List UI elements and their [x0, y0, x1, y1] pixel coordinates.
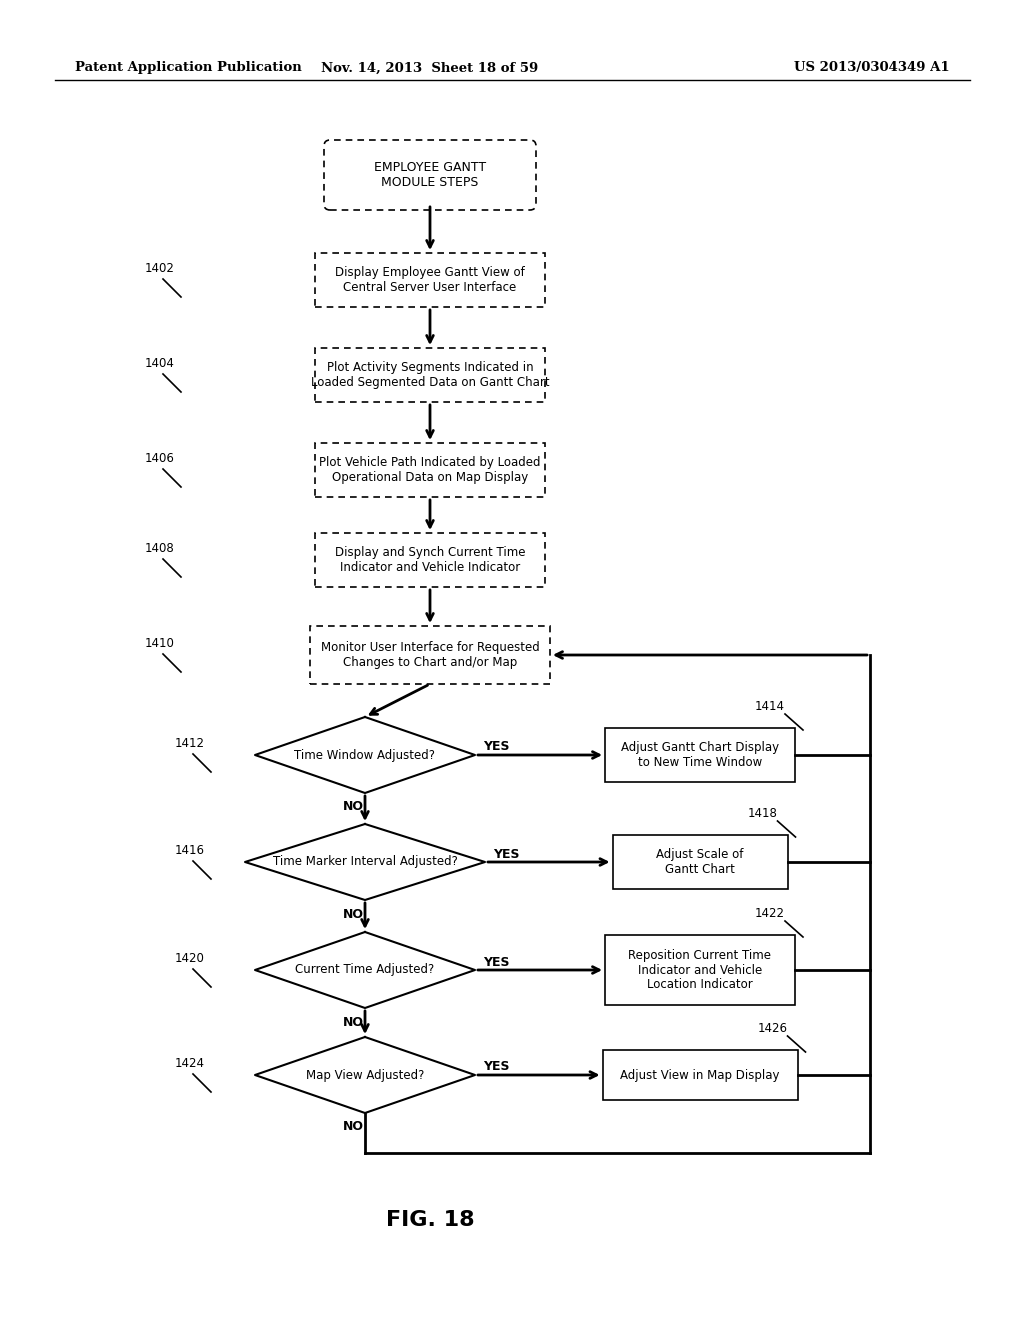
Text: Adjust Scale of
Gantt Chart: Adjust Scale of Gantt Chart — [656, 847, 743, 876]
Text: 1420: 1420 — [175, 952, 205, 965]
Text: Reposition Current Time
Indicator and Vehicle
Location Indicator: Reposition Current Time Indicator and Ve… — [629, 949, 771, 991]
Bar — [315, 253, 545, 308]
Text: Nov. 14, 2013  Sheet 18 of 59: Nov. 14, 2013 Sheet 18 of 59 — [322, 62, 539, 74]
Text: YES: YES — [493, 847, 519, 861]
Text: Plot Activity Segments Indicated in
Loaded Segmented Data on Gantt Chart: Plot Activity Segments Indicated in Load… — [310, 360, 549, 389]
Text: NO: NO — [342, 1015, 364, 1028]
Polygon shape — [245, 824, 485, 900]
Text: 1408: 1408 — [145, 543, 175, 554]
Text: 1410: 1410 — [145, 638, 175, 649]
Text: 1412: 1412 — [175, 737, 205, 750]
Text: YES: YES — [483, 1060, 510, 1073]
Bar — [605, 935, 795, 1005]
Bar — [315, 348, 545, 403]
Text: 1402: 1402 — [145, 261, 175, 275]
Text: 1406: 1406 — [145, 451, 175, 465]
Text: US 2013/0304349 A1: US 2013/0304349 A1 — [795, 62, 950, 74]
Text: Display Employee Gantt View of
Central Server User Interface: Display Employee Gantt View of Central S… — [335, 267, 525, 294]
Polygon shape — [255, 1038, 475, 1113]
Text: 1414: 1414 — [755, 700, 785, 713]
Text: FIG. 18: FIG. 18 — [386, 1210, 474, 1230]
Text: NO: NO — [342, 908, 364, 920]
Text: NO: NO — [342, 1121, 364, 1134]
Bar — [315, 444, 545, 498]
Text: 1424: 1424 — [175, 1057, 205, 1071]
Text: Plot Vehicle Path Indicated by Loaded
Operational Data on Map Display: Plot Vehicle Path Indicated by Loaded Op… — [319, 455, 541, 484]
Polygon shape — [255, 932, 475, 1008]
Text: NO: NO — [342, 800, 364, 813]
Bar — [605, 729, 795, 781]
Text: YES: YES — [483, 741, 510, 754]
Text: Patent Application Publication: Patent Application Publication — [75, 62, 302, 74]
Text: YES: YES — [483, 956, 510, 969]
Bar — [310, 626, 550, 684]
Bar — [602, 1049, 798, 1100]
Text: Current Time Adjusted?: Current Time Adjusted? — [295, 964, 434, 977]
Text: 1404: 1404 — [145, 356, 175, 370]
Bar — [315, 533, 545, 587]
Text: Monitor User Interface for Requested
Changes to Chart and/or Map: Monitor User Interface for Requested Cha… — [321, 642, 540, 669]
FancyBboxPatch shape — [324, 140, 536, 210]
Text: Map View Adjusted?: Map View Adjusted? — [306, 1068, 424, 1081]
Bar — [612, 836, 787, 888]
Text: Time Marker Interval Adjusted?: Time Marker Interval Adjusted? — [272, 855, 458, 869]
Text: 1416: 1416 — [175, 843, 205, 857]
Text: 1418: 1418 — [748, 807, 777, 820]
Text: Display and Synch Current Time
Indicator and Vehicle Indicator: Display and Synch Current Time Indicator… — [335, 546, 525, 574]
Text: Adjust Gantt Chart Display
to New Time Window: Adjust Gantt Chart Display to New Time W… — [621, 741, 779, 770]
Text: Adjust View in Map Display: Adjust View in Map Display — [621, 1068, 779, 1081]
Text: 1426: 1426 — [758, 1022, 787, 1035]
Text: EMPLOYEE GANTT
MODULE STEPS: EMPLOYEE GANTT MODULE STEPS — [374, 161, 486, 189]
Polygon shape — [255, 717, 475, 793]
Text: 1422: 1422 — [755, 907, 785, 920]
Text: Time Window Adjusted?: Time Window Adjusted? — [295, 748, 435, 762]
